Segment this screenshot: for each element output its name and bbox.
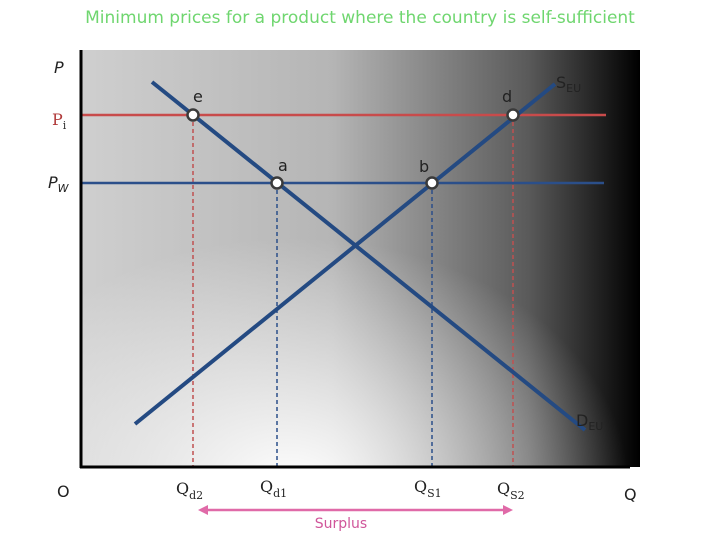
point	[425, 176, 439, 190]
surplus-label: Surplus	[315, 516, 367, 532]
point-label: b	[419, 157, 429, 176]
curve-label: DEU	[576, 411, 603, 433]
label-main: Q	[176, 479, 189, 498]
curve-label: SEU	[556, 73, 581, 95]
point-label: d	[502, 87, 512, 106]
supply-curve	[133, 82, 557, 426]
label-sub: d1	[273, 487, 287, 500]
title: Minimum prices for a product where the c…	[85, 8, 635, 28]
origin-label: O	[57, 482, 70, 501]
label-main: P	[48, 173, 58, 192]
points	[186, 108, 520, 190]
quantity-label: QS2	[497, 479, 525, 502]
point	[186, 108, 200, 122]
label-sub: EU	[588, 420, 603, 433]
y-axis-label: P	[54, 58, 64, 77]
x-axis-label: Q	[624, 485, 637, 504]
label-main: P	[52, 110, 63, 129]
price-label: PW	[48, 173, 70, 195]
arrow-head	[198, 505, 208, 515]
demand-curve	[150, 80, 587, 432]
price-label: Pi	[52, 110, 67, 132]
label-main: Q	[497, 479, 510, 498]
point-label: e	[193, 87, 203, 106]
quantity-label: Qd2	[176, 479, 203, 502]
point-label: a	[278, 156, 288, 175]
label-main: S	[556, 73, 566, 92]
point	[270, 176, 284, 190]
label-sub: S2	[510, 489, 525, 502]
label-sub: EU	[566, 82, 581, 95]
quantity-label: QS1	[414, 477, 442, 500]
label-sub: S1	[427, 487, 442, 500]
label-main: Q	[260, 477, 273, 496]
label-sub: W	[58, 182, 70, 195]
quantity-label: Qd1	[260, 477, 287, 500]
label-sub: i	[63, 119, 67, 132]
surplus-arrow	[198, 505, 513, 515]
label-main: Q	[414, 477, 427, 496]
point	[506, 108, 520, 122]
label-sub: d2	[189, 489, 203, 502]
arrow-head	[503, 505, 513, 515]
label-main: D	[576, 411, 588, 430]
